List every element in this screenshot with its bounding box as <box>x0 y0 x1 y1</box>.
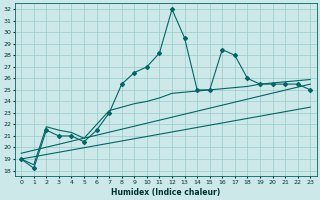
X-axis label: Humidex (Indice chaleur): Humidex (Indice chaleur) <box>111 188 220 197</box>
